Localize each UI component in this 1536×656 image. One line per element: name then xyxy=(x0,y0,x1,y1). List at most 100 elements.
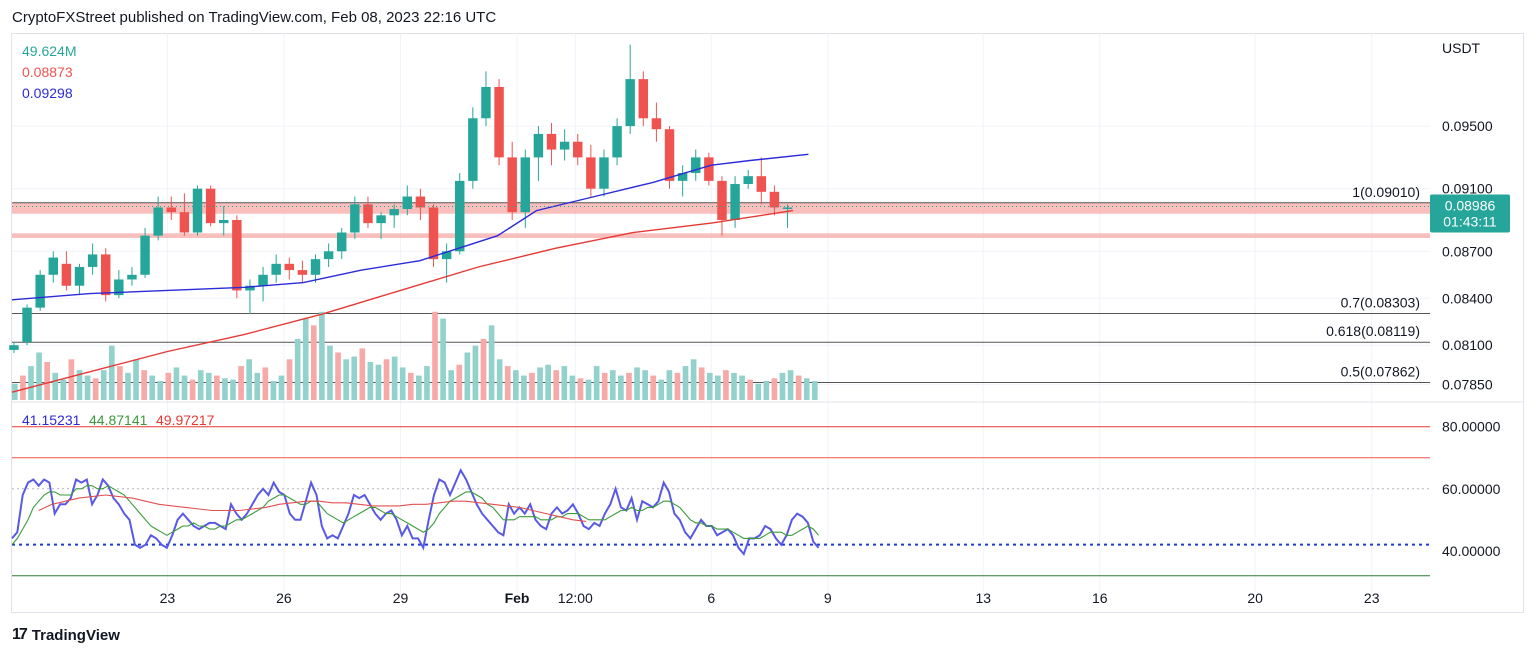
ma-slow-line xyxy=(11,209,794,393)
volume-bar xyxy=(327,345,333,400)
volume-bar xyxy=(545,364,551,400)
candle-body xyxy=(22,307,32,343)
volume-bar xyxy=(472,345,479,400)
volume-bar xyxy=(464,352,471,400)
rsi-legend-value: 49.97217 xyxy=(156,412,215,428)
price-legend-value: 0.08873 xyxy=(22,64,73,80)
volume-bar xyxy=(335,352,341,400)
volume-bar xyxy=(690,359,697,400)
volume-bar xyxy=(205,372,212,400)
candle-body xyxy=(310,259,321,275)
volume-bar xyxy=(254,372,261,400)
candle-body xyxy=(638,79,649,119)
candle-body xyxy=(284,263,295,271)
price-legend-value: 49.624M xyxy=(22,43,76,59)
volume-bar xyxy=(771,378,778,400)
candle-body xyxy=(35,274,45,308)
volume-bar xyxy=(117,366,123,400)
volume-bar xyxy=(359,348,366,400)
volume-bar xyxy=(68,359,75,400)
volume-bar xyxy=(480,338,487,400)
volume-bar xyxy=(133,359,139,400)
price-tick-label: 0.08700 xyxy=(1442,243,1493,259)
price-tick-label: 0.08400 xyxy=(1442,290,1493,306)
rsi-series-line xyxy=(11,485,820,546)
time-tick-label: 26 xyxy=(276,590,292,606)
tradingview-logo-icon: 17 xyxy=(12,626,28,643)
volume-bar xyxy=(181,375,188,400)
candle-body xyxy=(350,204,360,233)
candle-body xyxy=(87,254,98,267)
volume-bar xyxy=(270,381,277,400)
fib-level-label: 0.7(0.08303) xyxy=(1341,294,1420,310)
volume-bar xyxy=(238,366,244,400)
volume-bar xyxy=(278,375,285,400)
volume-bar xyxy=(634,367,640,400)
time-tick-label: 29 xyxy=(393,590,409,606)
candle-body xyxy=(74,266,85,286)
volume-bar xyxy=(682,366,689,400)
candle-body xyxy=(205,188,216,224)
candle-body xyxy=(455,180,465,252)
candle-body xyxy=(559,141,570,150)
volume-bar xyxy=(739,375,745,400)
current-price-value: 0.08986 xyxy=(1445,198,1496,214)
volume-bar xyxy=(504,366,511,400)
volume-bar xyxy=(294,338,301,400)
volume-bar xyxy=(787,370,794,400)
volume-bar xyxy=(755,383,762,400)
candle-body xyxy=(258,274,268,286)
rsi-series-line xyxy=(11,467,820,556)
time-tick-label: 20 xyxy=(1247,590,1263,606)
candle-body xyxy=(612,126,622,158)
candle-body xyxy=(468,118,478,181)
candle-body xyxy=(166,207,177,213)
volume-bar xyxy=(351,356,358,400)
candle-body xyxy=(363,204,373,224)
volume-bar xyxy=(601,372,608,400)
volume-bar xyxy=(391,356,398,400)
rsi-tick-label: 80.00000 xyxy=(1442,419,1501,435)
volume-bar xyxy=(36,352,42,400)
tradingview-brand[interactable]: 17 TradingView xyxy=(12,626,120,644)
volume-bar xyxy=(189,379,196,400)
volume-bar xyxy=(811,381,818,400)
volume-bar xyxy=(173,367,180,400)
volume-bar xyxy=(585,379,592,400)
volume-bar xyxy=(448,370,455,400)
candle-body xyxy=(651,118,662,130)
time-tick-label: 6 xyxy=(707,590,715,606)
ma-fast-line xyxy=(11,153,809,301)
time-tick-label: 16 xyxy=(1092,590,1108,606)
candle-countdown: 01:43:11 xyxy=(1443,214,1497,230)
volume-bar xyxy=(310,325,317,400)
candle-body xyxy=(428,207,439,260)
volume-bar xyxy=(407,372,414,400)
volume-bar xyxy=(92,378,99,400)
candle-body xyxy=(153,207,163,236)
candle-body xyxy=(533,133,544,158)
candle-body xyxy=(704,157,714,181)
volume-bar xyxy=(84,375,91,400)
volume-bar xyxy=(456,364,463,400)
candle-body xyxy=(677,173,688,181)
candle-body xyxy=(507,157,517,213)
volume-bar xyxy=(375,364,382,400)
candle-body xyxy=(271,263,281,275)
volume-bar xyxy=(763,381,770,400)
volume-bar xyxy=(367,362,374,400)
volume-bar xyxy=(262,367,269,400)
volume-bar xyxy=(626,372,632,400)
volume-bar xyxy=(100,370,107,400)
volume-bar xyxy=(383,359,390,400)
volume-bar xyxy=(416,375,422,400)
time-tick-label: 9 xyxy=(824,590,832,606)
rsi-tick-label: 40.00000 xyxy=(1442,543,1501,559)
time-tick-label: 13 xyxy=(975,590,991,606)
volume-bar xyxy=(20,375,26,400)
candle-body xyxy=(9,345,19,350)
candle-body xyxy=(756,176,767,192)
volume-bar xyxy=(577,378,584,400)
volume-bar xyxy=(642,370,648,400)
